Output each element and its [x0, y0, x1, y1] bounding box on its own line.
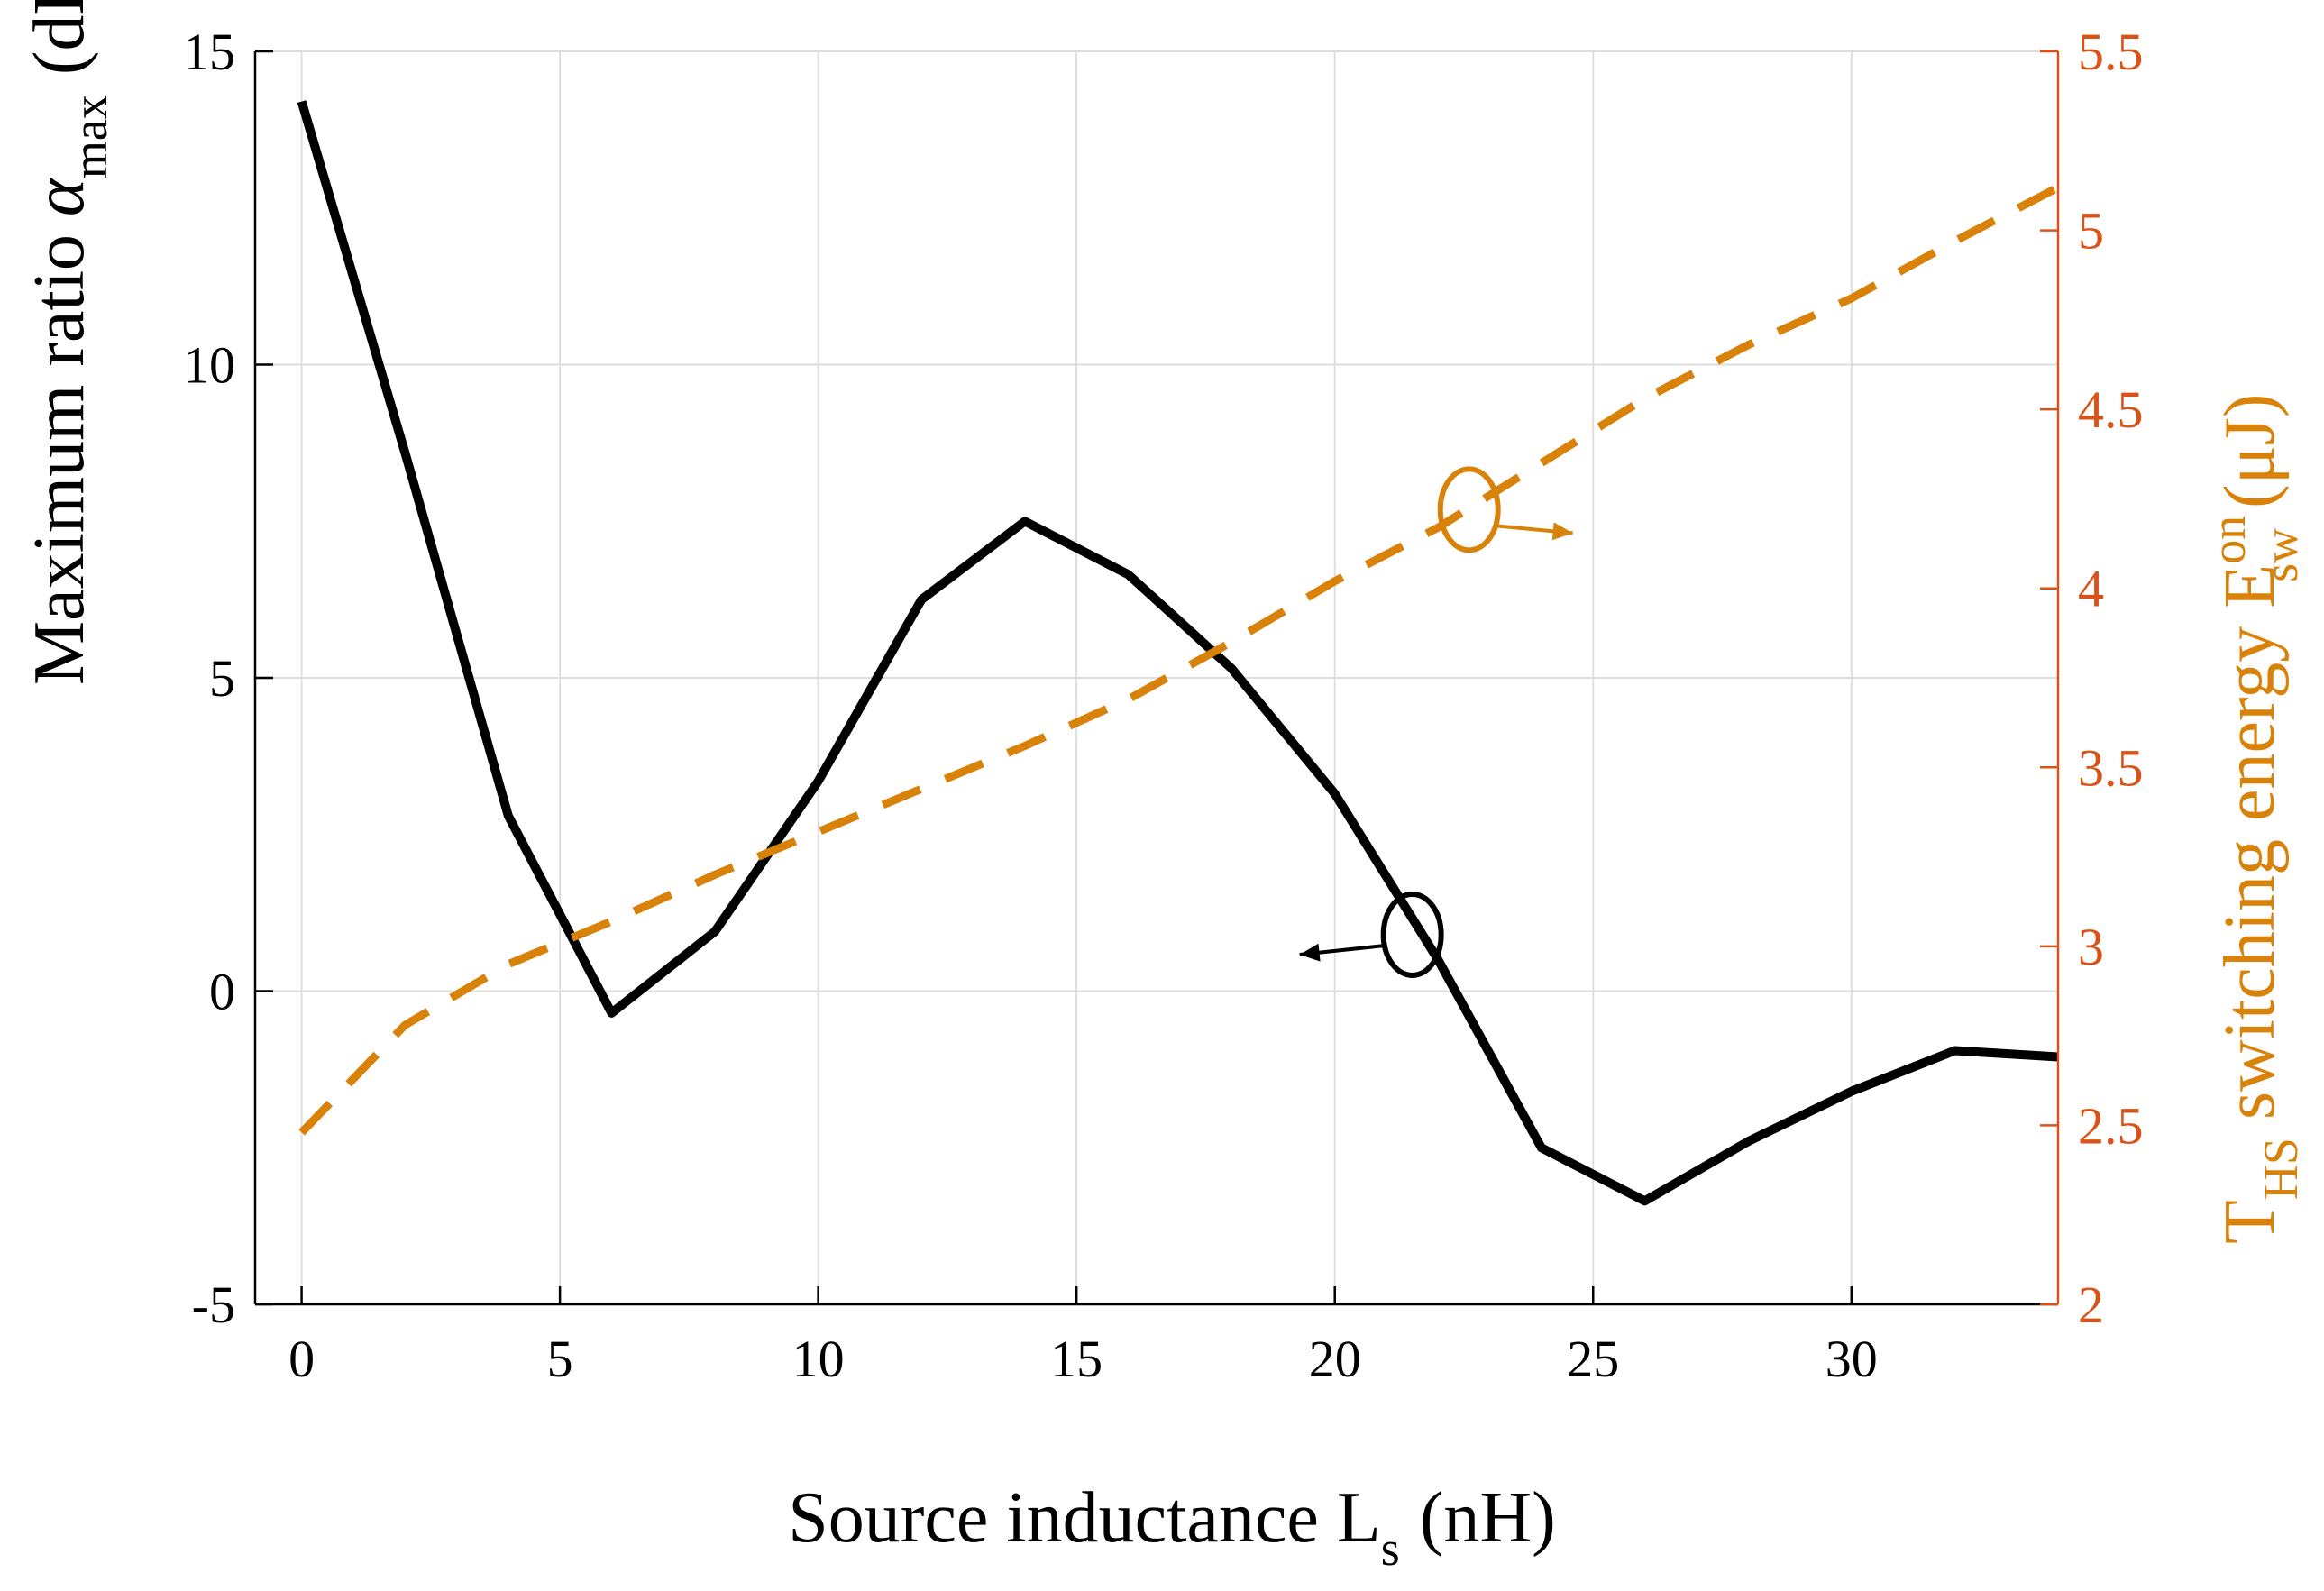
x-tick-label: 10 [792, 1330, 845, 1388]
y-axis-right-label: THS switching energy Eonsw(μJ) [2201, 394, 2308, 1244]
y-left-tick-label: -5 [192, 1276, 235, 1334]
y-right-tick-label: 4 [2078, 560, 2104, 618]
y-right-tick-label: 5 [2078, 202, 2104, 261]
y-axis-left-label: Maximum ratio αmax(dB) [20, 0, 117, 685]
x-tick-label: 25 [1567, 1330, 1619, 1388]
annotations [1299, 466, 1573, 978]
y-right-tick-label: 2.5 [2078, 1096, 2144, 1155]
energy-series-line [298, 183, 2061, 1136]
y-left-tick-label: 5 [209, 649, 235, 708]
y-left-tick-label: 10 [183, 336, 235, 395]
x-tick-label: 5 [547, 1330, 573, 1388]
axes: 0 5 10 15 20 25 30 -5 0 5 10 15 2 2.5 3 3.5 4 4.5 5 5.5 [183, 23, 2144, 1388]
x-tick-label: 30 [1825, 1330, 1878, 1388]
right-axis-marker-ellipse [1437, 466, 1501, 553]
x-tick-label: 0 [288, 1330, 315, 1388]
y-right-tick-label: 3.5 [2078, 738, 2144, 797]
x-tick-label: 15 [1050, 1330, 1103, 1388]
y-right-tick-label: 5.5 [2078, 23, 2144, 81]
x-tick-label: 20 [1309, 1330, 1361, 1388]
left-axis-marker-ellipse [1380, 891, 1444, 978]
ratio-series-line [297, 100, 2059, 1206]
grid-lines [255, 50, 2058, 1305]
y-left-tick-label: 0 [209, 963, 235, 1021]
x-axis-label: Source inductance Ls (nH) [788, 1478, 1556, 1576]
series-layer [297, 100, 2061, 1206]
y-right-tick-label: 4.5 [2078, 380, 2144, 439]
y-right-tick-label: 2 [2078, 1276, 2104, 1334]
y-left-tick-label: 15 [183, 23, 235, 81]
right-axis-marker-arrow-head [1551, 522, 1573, 541]
y-right-tick-label: 3 [2078, 918, 2104, 976]
left-axis-marker-arrow-head [1299, 943, 1321, 962]
